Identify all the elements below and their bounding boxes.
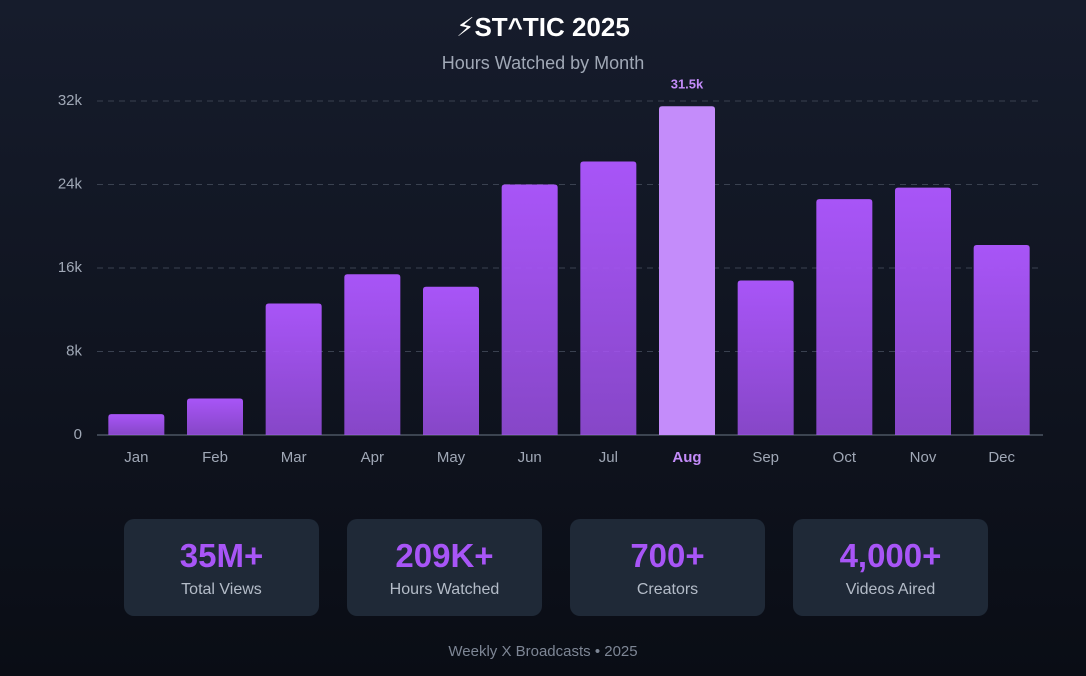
bar xyxy=(344,274,401,435)
bar xyxy=(108,414,165,435)
chart-subtitle: Hours Watched by Month xyxy=(442,53,644,73)
x-tick-label: Sep xyxy=(752,449,779,466)
stat-value: 4,000+ xyxy=(839,537,942,574)
stat-label: Videos Aired xyxy=(845,581,936,598)
bar xyxy=(816,199,873,435)
bar xyxy=(501,184,558,435)
stat-card: 700+ Creators xyxy=(570,519,765,616)
stat-label: Total Views xyxy=(181,581,262,598)
y-tick-label: 16k xyxy=(58,259,83,276)
bar xyxy=(895,187,951,435)
bar xyxy=(580,161,637,435)
stat-card: 4,000+ Videos Aired xyxy=(793,519,988,616)
stat-value: 35M+ xyxy=(179,537,264,574)
x-tick-label: Feb xyxy=(202,449,228,466)
bar xyxy=(265,303,322,435)
chart-title: ⚡ST^TIC 2025 xyxy=(456,12,630,42)
y-tick-label: 32k xyxy=(58,92,83,109)
x-tick-label: Jul xyxy=(599,449,618,466)
footer: Weekly X Broadcasts • 2025 xyxy=(448,643,638,660)
chart: ⚡ST^TIC 2025 Hours Watched by Month 0 8k 1… xyxy=(57,12,1043,466)
stat-value: 209K+ xyxy=(395,537,494,574)
x-tick-label: Mar xyxy=(281,449,307,466)
bar xyxy=(423,286,479,435)
bar xyxy=(973,245,1030,435)
stat-label: Creators xyxy=(636,581,699,598)
y-tick-label: 0 xyxy=(74,426,82,443)
x-tick-label: Jan xyxy=(124,449,148,466)
stat-card: 209K+ Hours Watched xyxy=(347,519,542,616)
x-tick-label: Apr xyxy=(361,449,384,466)
x-tick-label: May xyxy=(437,449,466,466)
x-tick-label: Nov xyxy=(910,449,937,466)
y-tick-label: 24k xyxy=(58,175,83,192)
stat-card: 35M+ Total Views xyxy=(124,519,319,616)
x-tick-label: Dec xyxy=(988,449,1015,466)
bar xyxy=(187,398,243,435)
bar xyxy=(737,280,794,435)
x-tick-label: Aug xyxy=(672,449,701,466)
stat-label: Hours Watched xyxy=(389,581,500,598)
stat-value: 700+ xyxy=(630,537,705,574)
x-tick-label: Jun xyxy=(518,449,542,466)
bar xyxy=(659,106,715,435)
value-label: 31.5k xyxy=(671,77,704,92)
x-tick-label: Oct xyxy=(833,449,857,466)
y-tick-label: 8k xyxy=(66,342,82,359)
